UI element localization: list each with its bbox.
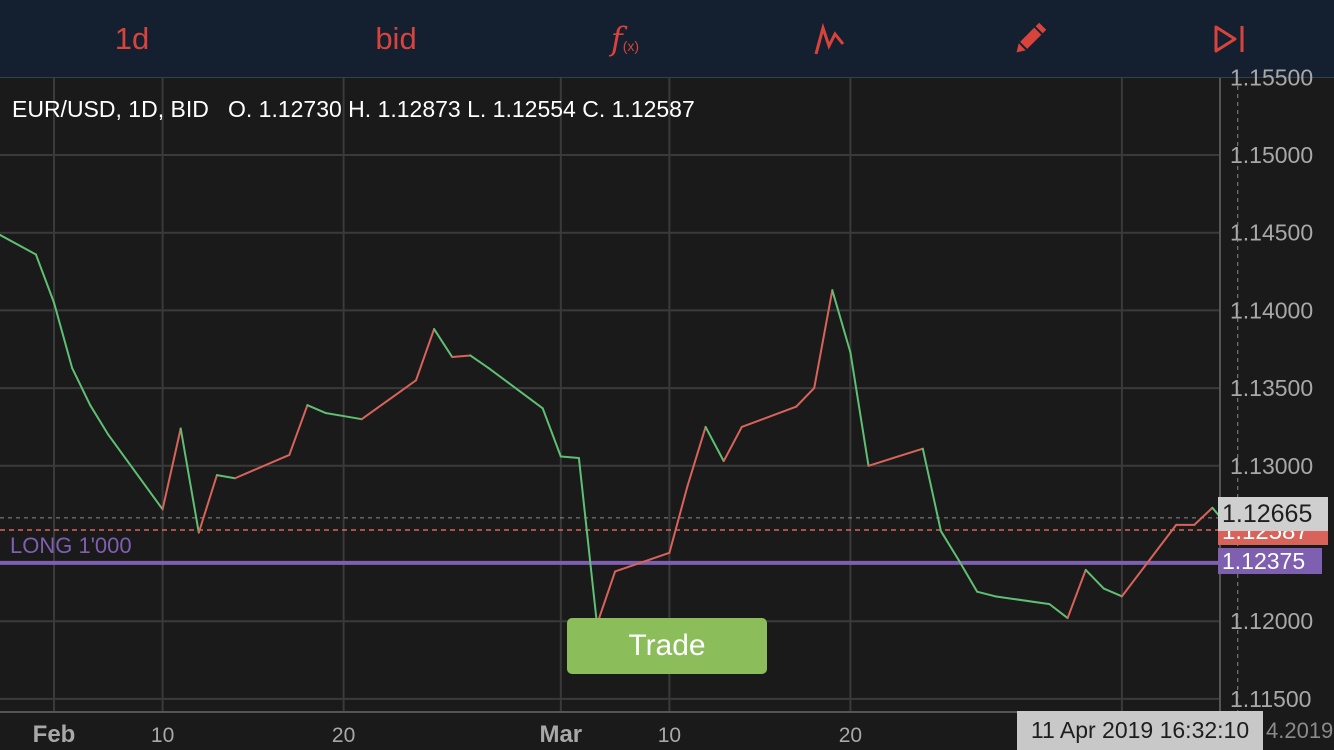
indicators-button[interactable]: f (x) bbox=[590, 0, 660, 78]
skip-to-end-button[interactable] bbox=[1200, 0, 1260, 78]
x-tick-label: 20 bbox=[332, 724, 355, 747]
price-segment bbox=[704, 425, 725, 463]
price-segment bbox=[976, 590, 997, 598]
y-tick-label: 1.13500 bbox=[1230, 375, 1313, 401]
trade-button[interactable]: Trade bbox=[567, 618, 767, 674]
price-segment bbox=[161, 427, 182, 511]
price-segment bbox=[668, 485, 689, 554]
chart-toolbar: 1d bid f (x) bbox=[0, 0, 1334, 78]
price-segment bbox=[215, 474, 236, 480]
price-segment bbox=[1084, 568, 1105, 590]
price-segment bbox=[107, 433, 164, 511]
price-segment bbox=[795, 387, 816, 408]
line-chart-icon bbox=[814, 22, 845, 55]
interval-label: 1d bbox=[114, 21, 150, 56]
price-segment bbox=[722, 425, 743, 463]
price-segment bbox=[958, 559, 979, 593]
position-price-tag: 1.12375 bbox=[1218, 548, 1322, 574]
crosshair-date-label: 11 Apr 2019 16:32:10 bbox=[1017, 711, 1263, 750]
price-segment bbox=[614, 551, 671, 573]
pencil-icon bbox=[1016, 22, 1047, 53]
price-type-button[interactable]: bid bbox=[346, 0, 446, 78]
y-tick-label: 1.15500 bbox=[1230, 64, 1313, 90]
ohlc-header: EUR/USD, 1D, BID O. 1.12730 H. 1.12873 L… bbox=[12, 96, 695, 122]
price-segment bbox=[921, 447, 942, 533]
x-tick-label: Mar bbox=[539, 721, 582, 748]
price-segment bbox=[559, 455, 580, 460]
price-segment bbox=[831, 289, 852, 354]
x-tick-label: 10 bbox=[658, 724, 681, 747]
price-segment bbox=[0, 233, 37, 256]
y-tick-label: 1.11500 bbox=[1230, 686, 1311, 712]
price-segment bbox=[541, 407, 562, 458]
price-segment bbox=[994, 595, 1051, 606]
price-segment bbox=[849, 351, 870, 467]
price-segment bbox=[234, 453, 291, 480]
date-label-tail: 4.2019 bbox=[1266, 718, 1334, 743]
price-segment bbox=[71, 366, 92, 407]
x-tick-label: 20 bbox=[839, 724, 862, 747]
skip-to-end-icon bbox=[1214, 25, 1244, 53]
chart-type-button[interactable] bbox=[800, 0, 860, 78]
price-type-label: bid bbox=[375, 21, 417, 56]
price-segment bbox=[197, 474, 218, 534]
price-segment bbox=[740, 405, 798, 428]
price-segment bbox=[487, 366, 544, 410]
price-segment bbox=[577, 457, 598, 626]
crosshair-price-tag: 1.12665 bbox=[1218, 497, 1328, 531]
price-segment bbox=[306, 404, 327, 414]
price-segment bbox=[867, 447, 924, 467]
fx-sub-label: (x) bbox=[622, 38, 640, 54]
price-segment bbox=[179, 427, 200, 534]
x-tick-label: 10 bbox=[151, 724, 174, 747]
price-segment bbox=[1066, 568, 1087, 620]
bid-price-tag: 1.12587 bbox=[1218, 527, 1328, 545]
price-segment bbox=[415, 328, 436, 382]
y-tick-label: 1.14000 bbox=[1230, 297, 1313, 323]
price-segment bbox=[342, 415, 363, 421]
price-segment bbox=[433, 328, 454, 359]
price-segment bbox=[53, 301, 74, 369]
x-tick-label: Feb bbox=[33, 721, 76, 748]
price-segment bbox=[451, 354, 472, 359]
price-segment bbox=[1102, 587, 1123, 598]
price-segment bbox=[469, 354, 490, 369]
price-segment bbox=[813, 289, 834, 390]
y-tick-label: 1.14500 bbox=[1230, 220, 1313, 246]
price-segment bbox=[939, 530, 960, 562]
y-tick-label: 1.12000 bbox=[1230, 608, 1313, 634]
price-segment bbox=[34, 253, 55, 304]
position-label[interactable]: LONG 1'000 bbox=[10, 533, 132, 558]
price-segment bbox=[596, 570, 617, 626]
fx-icon: f bbox=[610, 20, 623, 58]
price-segment bbox=[1193, 506, 1214, 526]
price-segment bbox=[686, 425, 707, 488]
price-segment bbox=[360, 379, 417, 421]
y-tick-label: 1.13000 bbox=[1230, 453, 1313, 479]
price-segment bbox=[1048, 603, 1069, 620]
draw-tools-button[interactable] bbox=[1000, 0, 1060, 78]
price-segment bbox=[89, 404, 110, 436]
price-segment bbox=[288, 404, 309, 456]
y-tick-label: 1.15000 bbox=[1230, 142, 1313, 168]
price-segment bbox=[1120, 523, 1178, 598]
interval-button[interactable]: 1d bbox=[82, 0, 182, 78]
price-segment bbox=[324, 411, 345, 418]
